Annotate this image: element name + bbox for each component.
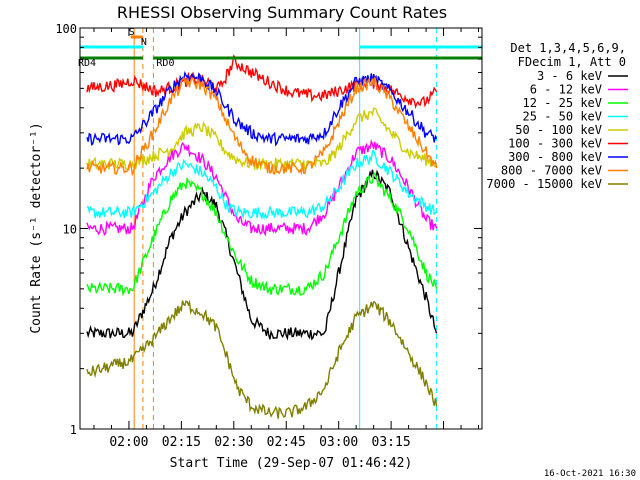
x-tick-label-0: 02:00 bbox=[109, 435, 148, 450]
plot-content: SN RD4 RD0 bbox=[78, 27, 482, 429]
series-2 bbox=[86, 172, 438, 297]
legend: Det 1,3,4,5,6,9,FDecim 1, Att 03 - 6 keV… bbox=[486, 41, 628, 191]
x-tick-label-1: 02:15 bbox=[162, 435, 201, 450]
y-axis-label: Count Rate (s⁻¹ detector⁻¹) bbox=[29, 122, 44, 333]
series-0 bbox=[86, 169, 438, 341]
chart-title: RHESSI Observing Summary Count Rates bbox=[117, 3, 447, 22]
legend-label-3: 25 - 50 keV bbox=[523, 110, 602, 124]
legend-label-8: 7000 - 15000 keV bbox=[486, 177, 602, 191]
series-1 bbox=[86, 139, 438, 237]
series-4 bbox=[86, 107, 438, 172]
y-tick-label-0: 1 bbox=[70, 423, 77, 437]
legend-label-1: 6 - 12 keV bbox=[530, 83, 602, 97]
legend-label-2: 12 - 25 keV bbox=[523, 96, 602, 110]
y-tick-label-2: 100 bbox=[55, 22, 77, 36]
series-5 bbox=[86, 54, 438, 110]
series-7 bbox=[86, 76, 438, 177]
legend-label-4: 50 - 100 keV bbox=[515, 123, 602, 137]
marker-label-3: RD0 bbox=[156, 58, 174, 69]
x-axis-label: Start Time (29-Sep-07 01:46:42) bbox=[170, 456, 413, 471]
x-tick-label-4: 03:00 bbox=[319, 435, 358, 450]
marker-label-1: N bbox=[141, 37, 147, 48]
y-tick-label-1: 10 bbox=[63, 223, 77, 237]
date-stamp: 16-Oct-2021 16:30 bbox=[544, 469, 636, 479]
x-tick-label-3: 02:45 bbox=[267, 435, 306, 450]
x-axis: 02:00 02:15 02:30 02:45 03:00 03:15 bbox=[93, 28, 480, 450]
marker-label-2: RD4 bbox=[78, 58, 96, 69]
legend-label-7: 800 - 7000 keV bbox=[501, 164, 602, 178]
x-tick-label-2: 02:30 bbox=[214, 435, 253, 450]
legend-header-1: FDecim 1, Att 0 bbox=[518, 55, 626, 69]
series-6 bbox=[86, 70, 438, 147]
series-3 bbox=[86, 149, 437, 221]
legend-label-0: 3 - 6 keV bbox=[537, 69, 602, 83]
legend-label-5: 100 - 300 keV bbox=[508, 137, 602, 151]
legend-label-6: 300 - 800 keV bbox=[508, 150, 602, 164]
x-tick-label-5: 03:15 bbox=[372, 435, 411, 450]
series-8 bbox=[86, 299, 438, 419]
y-axis: 1 10 100 bbox=[55, 22, 482, 437]
legend-header-0: Det 1,3,4,5,6,9, bbox=[510, 41, 626, 55]
marker-label-0: S bbox=[129, 27, 135, 38]
